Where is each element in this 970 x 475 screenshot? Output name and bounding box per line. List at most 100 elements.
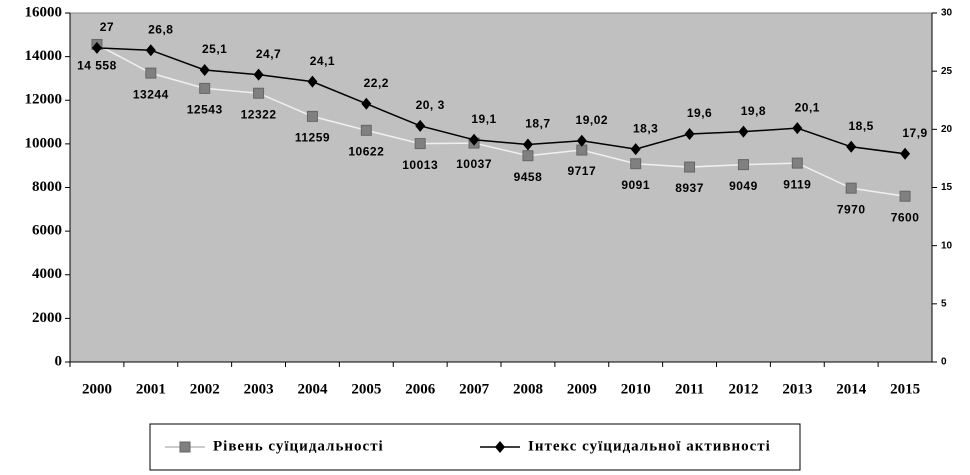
data-label: 10013 — [402, 158, 438, 172]
data-label: 9091 — [621, 178, 650, 192]
data-label: 13244 — [133, 87, 169, 101]
x-tick-label: 2010 — [621, 381, 651, 397]
marker — [360, 124, 372, 136]
x-tick-label: 2007 — [459, 381, 490, 397]
data-label: 17,9 — [902, 126, 927, 140]
data-label: 14 558 — [77, 59, 117, 73]
data-label: 8937 — [675, 181, 704, 195]
marker — [199, 82, 211, 94]
data-label: 7970 — [837, 202, 866, 216]
data-label: 24,7 — [256, 47, 281, 61]
legend-label: Інтекс суїцидальної активності — [528, 438, 771, 454]
x-tick-label: 2000 — [82, 381, 112, 397]
y-tick-label: 0 — [55, 353, 63, 369]
data-label: 10037 — [456, 157, 492, 171]
y-tick-label: 10000 — [25, 135, 63, 151]
data-label: 10622 — [348, 144, 384, 158]
y-tick-label: 6000 — [32, 223, 62, 239]
x-tick-label: 2009 — [567, 381, 597, 397]
data-label: 12322 — [241, 107, 277, 121]
data-label: 12543 — [187, 103, 223, 117]
data-label: 9458 — [514, 170, 543, 184]
series-line — [96, 43, 906, 197]
y2-tick-label: 0 — [941, 357, 947, 368]
legend-marker — [495, 441, 505, 453]
marker — [576, 134, 587, 147]
x-tick-label: 2004 — [297, 381, 328, 397]
y-tick-label: 4000 — [32, 266, 62, 282]
data-label: 9717 — [567, 164, 596, 178]
y-tick-label: 2000 — [32, 310, 62, 326]
marker — [899, 190, 911, 202]
data-label: 11259 — [295, 131, 330, 145]
marker — [522, 150, 534, 162]
x-tick-label: 2011 — [675, 381, 704, 397]
data-label: 19,1 — [471, 112, 496, 126]
data-label: 7600 — [891, 210, 920, 224]
data-label: 18,7 — [525, 117, 550, 131]
data-label: 27 — [100, 20, 114, 34]
marker — [791, 157, 803, 169]
data-label: 19,02 — [576, 113, 609, 127]
y2-tick-label: 5 — [941, 298, 947, 309]
x-tick-label: 2005 — [351, 381, 381, 397]
marker — [900, 147, 911, 160]
data-label: 9119 — [783, 177, 811, 191]
series-line — [96, 47, 906, 155]
marker — [145, 44, 156, 57]
y2-tick-label: 20 — [941, 124, 953, 135]
marker — [522, 138, 533, 151]
data-label: 24,1 — [310, 54, 335, 68]
data-label: 20,1 — [795, 100, 820, 114]
x-tick-label: 2002 — [190, 381, 220, 397]
y-tick-label: 16000 — [25, 4, 63, 20]
marker — [145, 67, 157, 79]
marker — [361, 97, 372, 110]
marker — [845, 182, 857, 194]
data-label: 19,6 — [687, 106, 712, 120]
marker — [414, 138, 426, 150]
marker — [306, 110, 318, 122]
marker — [199, 64, 210, 77]
x-tick-label: 2014 — [836, 381, 867, 397]
x-tick-label: 2008 — [513, 381, 543, 397]
y2-tick-label: 10 — [941, 240, 953, 251]
marker — [792, 122, 803, 135]
x-tick-label: 2015 — [890, 381, 920, 397]
marker — [684, 161, 696, 173]
data-label: 19,8 — [741, 104, 766, 118]
marker — [630, 143, 641, 156]
marker — [684, 127, 695, 140]
marker — [91, 41, 102, 54]
data-label: 9049 — [729, 179, 758, 193]
x-tick-label: 2013 — [782, 381, 812, 397]
x-tick-label: 2006 — [405, 381, 436, 397]
y-tick-label: 8000 — [32, 179, 62, 195]
marker — [253, 68, 264, 81]
y2-tick-label: 30 — [941, 8, 953, 19]
marker — [253, 87, 265, 99]
marker — [738, 125, 749, 138]
marker — [846, 140, 857, 153]
marker — [469, 133, 480, 146]
legend-marker — [179, 441, 191, 453]
legend-label: Рівень суїцидальності — [213, 438, 384, 454]
marker — [307, 75, 318, 88]
x-tick-label: 2012 — [728, 381, 758, 397]
data-label: 18,3 — [633, 121, 658, 135]
y2-tick-label: 15 — [941, 182, 953, 193]
data-label: 25,1 — [202, 42, 227, 56]
marker — [630, 158, 642, 170]
data-label: 20, 3 — [416, 98, 445, 112]
marker — [415, 119, 426, 132]
data-label: 26,8 — [148, 22, 173, 36]
data-label: 22,2 — [364, 76, 389, 90]
y2-tick-label: 25 — [941, 66, 953, 77]
x-tick-label: 2003 — [244, 381, 274, 397]
y-tick-label: 12000 — [25, 92, 63, 108]
marker — [737, 159, 749, 171]
legend-box — [149, 423, 801, 471]
data-label: 18,5 — [849, 119, 874, 133]
y-tick-label: 14000 — [25, 48, 63, 64]
